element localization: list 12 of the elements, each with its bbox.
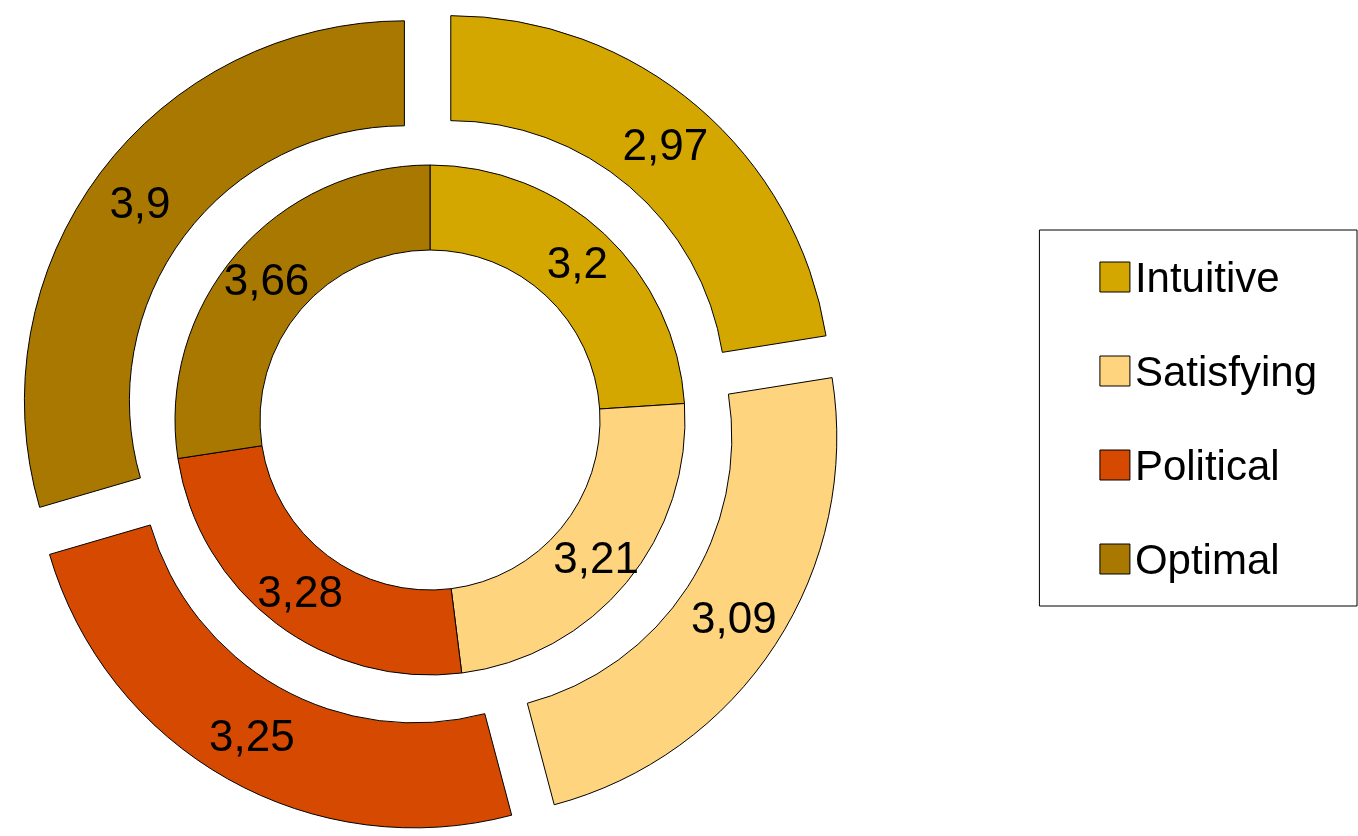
data-label: 3,09: [691, 593, 777, 643]
data-label: 2,97: [622, 119, 709, 169]
data-label: 3,2: [546, 238, 608, 288]
legend-label: Political: [1134, 441, 1280, 489]
legend-label: Satisfying: [1134, 347, 1317, 395]
data-label: 3,21: [553, 532, 639, 582]
legend-label: Optimal: [1134, 535, 1280, 583]
data-label: 3,25: [209, 711, 295, 761]
legend-label: Intuitive: [1134, 253, 1280, 301]
data-label: 3,9: [109, 178, 171, 228]
data-label: 3,28: [257, 567, 343, 617]
data-label: 3,66: [223, 255, 310, 305]
